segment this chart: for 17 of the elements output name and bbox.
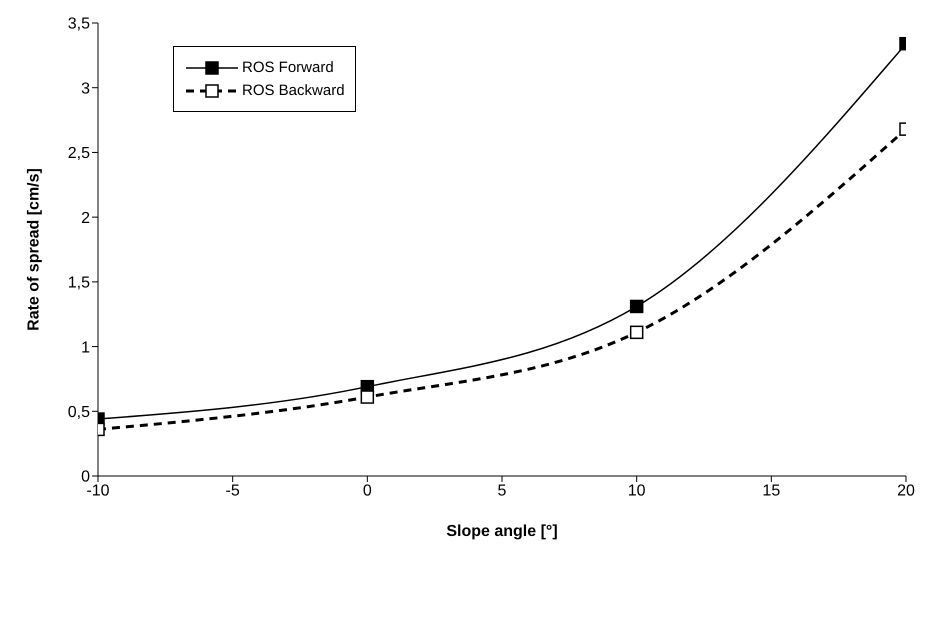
y-tick-label: 1 bbox=[81, 339, 90, 356]
y-tick-label: 1,5 bbox=[68, 274, 90, 292]
y-tick-label: 3 bbox=[81, 80, 90, 98]
y-tick-label: 2,5 bbox=[68, 145, 90, 162]
legend-label: ROS Forward bbox=[242, 59, 334, 76]
y-tick-label: 3,5 bbox=[68, 16, 90, 33]
x-axis-title: Slope angle [°] bbox=[446, 523, 558, 540]
y-tick-label: 0,5 bbox=[68, 404, 90, 421]
x-tick-label: 10 bbox=[628, 482, 646, 500]
x-tick-label: 0 bbox=[362, 482, 372, 500]
y-tick-label: 2 bbox=[81, 210, 90, 227]
y-axis-title: Rate of spread [cm/s] bbox=[26, 168, 43, 331]
x-tick-label: 5 bbox=[498, 482, 507, 500]
x-tick-label: -5 bbox=[226, 482, 240, 500]
x-tick-label: 20 bbox=[897, 482, 915, 500]
x-tick-label: 15 bbox=[762, 482, 780, 500]
legend-label: ROS Backward bbox=[242, 82, 345, 99]
